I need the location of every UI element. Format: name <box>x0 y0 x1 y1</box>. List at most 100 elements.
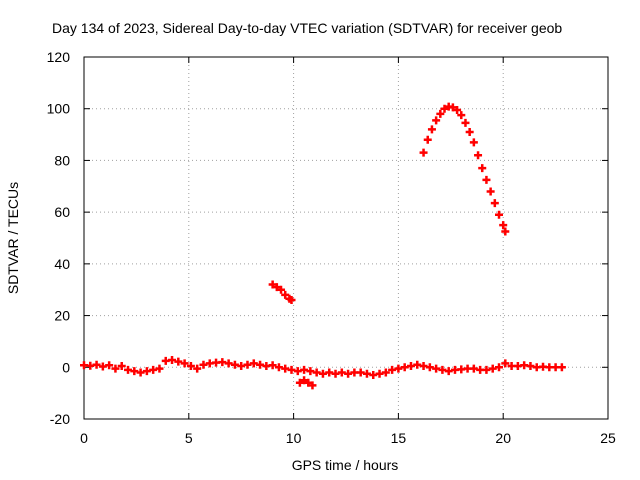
data-point <box>478 164 487 173</box>
y-axis-title: SDTVAR / TECUs <box>5 182 21 294</box>
data-point <box>155 364 164 373</box>
data-point <box>300 365 309 374</box>
data-point <box>105 361 114 370</box>
data-point <box>482 175 491 184</box>
y-tick-label: 100 <box>47 101 71 117</box>
data-point <box>224 359 233 368</box>
data-point <box>249 359 258 368</box>
data-point <box>111 364 120 373</box>
plot-frame <box>83 56 609 420</box>
data-point <box>268 361 277 370</box>
x-tick-label: 15 <box>391 430 407 446</box>
x-tick-label: 20 <box>495 430 511 446</box>
data-point <box>142 367 151 376</box>
data-point <box>453 106 462 115</box>
data-point <box>400 363 409 372</box>
data-point <box>432 364 441 373</box>
data-point <box>337 368 346 377</box>
data-point <box>237 361 246 370</box>
data-point <box>444 367 453 376</box>
data-point <box>281 290 290 299</box>
data-point <box>432 116 441 125</box>
data-point <box>281 364 290 373</box>
data-point <box>130 367 139 376</box>
data-point <box>277 285 286 294</box>
data-point <box>186 361 195 370</box>
y-tick-label: 20 <box>54 308 70 324</box>
data-point <box>295 378 304 387</box>
y-tick-label: 40 <box>54 256 70 272</box>
data-point <box>427 125 436 134</box>
data-point <box>293 367 302 376</box>
data-point <box>495 210 504 219</box>
x-axis-title: GPS time / hours <box>292 457 399 473</box>
data-point <box>312 368 321 377</box>
data-point <box>306 367 315 376</box>
data-point <box>438 365 447 374</box>
y-tick-label: 80 <box>54 152 70 168</box>
data-point <box>501 227 510 236</box>
data-series <box>80 102 566 390</box>
data-point <box>92 360 101 369</box>
y-tick-label: 120 <box>47 49 71 65</box>
data-point <box>474 151 483 160</box>
data-point <box>193 364 202 373</box>
data-point <box>419 361 428 370</box>
data-point <box>423 135 432 144</box>
data-point <box>287 296 296 305</box>
data-point <box>469 138 478 147</box>
data-point <box>469 364 478 373</box>
data-point <box>272 283 281 292</box>
data-point <box>495 363 504 372</box>
data-point <box>331 369 340 378</box>
x-axis: 0 5 10 15 20 25 <box>80 57 616 446</box>
data-point <box>501 359 510 368</box>
data-point <box>461 118 470 127</box>
y-tick-label: 60 <box>54 204 70 220</box>
data-point <box>199 360 208 369</box>
data-point <box>318 369 327 378</box>
data-point <box>419 148 428 157</box>
data-point <box>557 363 566 372</box>
data-point <box>490 199 499 208</box>
data-point <box>300 376 309 385</box>
data-point <box>243 360 252 369</box>
data-point <box>268 280 277 289</box>
chart-title: Day 134 of 2023, Sidereal Day-to-day VTE… <box>52 20 562 36</box>
data-point <box>413 360 422 369</box>
data-point <box>440 104 449 113</box>
x-tick-label: 5 <box>185 430 193 446</box>
grid <box>84 57 608 419</box>
data-point <box>149 365 158 374</box>
y-tick-label: 0 <box>62 359 70 375</box>
data-point <box>394 364 403 373</box>
data-point <box>488 364 497 373</box>
data-point <box>230 360 239 369</box>
data-point <box>325 368 334 377</box>
data-point <box>486 187 495 196</box>
data-point <box>388 365 397 374</box>
data-point <box>375 369 384 378</box>
data-point <box>304 378 313 387</box>
data-point <box>218 358 227 367</box>
data-point <box>168 356 177 365</box>
data-point <box>117 361 126 370</box>
data-point <box>180 359 189 368</box>
data-point <box>344 369 353 378</box>
data-point <box>448 103 457 112</box>
data-point <box>457 111 466 120</box>
x-tick-label: 0 <box>80 430 88 446</box>
data-point <box>124 365 133 374</box>
y-axis: -20 0 20 40 60 80 100 120 <box>47 49 608 427</box>
data-point <box>174 357 183 366</box>
x-tick-label: 10 <box>286 430 302 446</box>
data-point <box>369 371 378 380</box>
data-point <box>482 365 491 374</box>
data-point <box>499 221 508 230</box>
data-point <box>381 368 390 377</box>
x-tick-label: 25 <box>600 430 616 446</box>
data-point <box>256 360 265 369</box>
data-point <box>356 368 365 377</box>
data-point <box>436 109 445 118</box>
data-point <box>526 361 535 370</box>
